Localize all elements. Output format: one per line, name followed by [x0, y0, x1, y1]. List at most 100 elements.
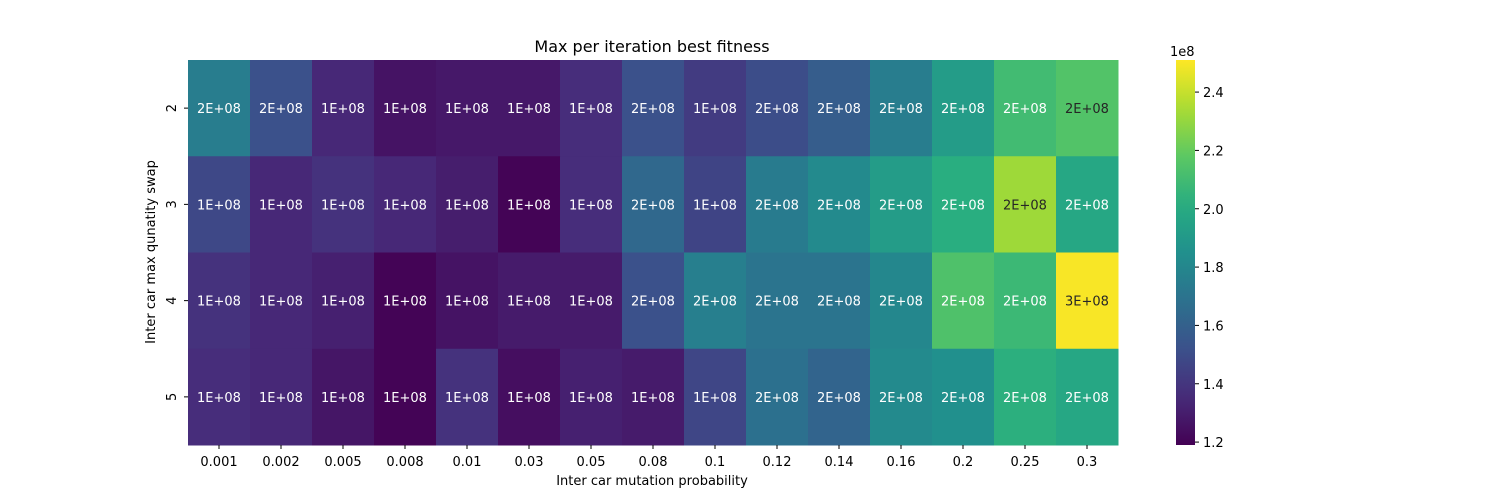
chart-title: Max per iteration best fitness: [534, 37, 769, 56]
x-tick-label: 0.03: [515, 455, 544, 470]
cell-annotation: 2E+08: [941, 295, 985, 310]
heatmap-cell: [684, 348, 747, 446]
heatmap-cell: [560, 348, 623, 446]
cell-annotation: 2E+08: [817, 295, 861, 310]
cell-annotation: 2E+08: [1065, 391, 1109, 406]
cell-annotation: 1E+08: [693, 198, 737, 213]
heatmap-cell: [622, 348, 685, 446]
heatmap-cell: [932, 252, 995, 350]
heatmap-cell: [870, 348, 933, 446]
cell-annotation: 2E+08: [879, 295, 923, 310]
heatmap-cell: [994, 156, 1057, 253]
heatmap-cells: 2E+08 2E+08 1E+08 1E+08 1E+08 1E+08 1E+08 2E+08…: [188, 60, 1119, 446]
colorbar-tick-label: 1.8: [1203, 261, 1224, 276]
cell-annotation: 1E+08: [383, 198, 427, 213]
cell-annotation: 1E+08: [507, 295, 551, 310]
cell-annotation: 1E+08: [693, 391, 737, 406]
heatmap-cell: [312, 60, 375, 157]
heatmap-cell: [250, 252, 313, 350]
heatmap-cell: [250, 156, 313, 253]
cell-annotation: 2E+08: [1065, 102, 1109, 117]
cell-annotation: 1E+08: [507, 198, 551, 213]
heatmap-cell: [808, 348, 871, 446]
cell-annotation: 1E+08: [383, 102, 427, 117]
heatmap-cell: [622, 60, 685, 157]
x-tick-label: 0.12: [763, 455, 792, 470]
cell-annotation: 2E+08: [1003, 391, 1047, 406]
heatmap-cell: [436, 156, 499, 253]
y-tick-label: 2: [165, 104, 180, 112]
heatmap-cell: [560, 252, 623, 350]
cell-annotation: 2E+08: [1003, 198, 1047, 213]
colorbar-tick-label: 1.4: [1203, 378, 1224, 393]
heatmap-cell: [1056, 60, 1119, 157]
cell-annotation: 1E+08: [569, 102, 613, 117]
heatmap-cell: [870, 156, 933, 253]
heatmap-cell: [808, 252, 871, 350]
cell-annotation: 2E+08: [879, 102, 923, 117]
cell-annotation: 2E+08: [631, 295, 675, 310]
heatmap-cell: [250, 348, 313, 446]
cell-annotation: 2E+08: [755, 198, 799, 213]
cell-annotation: 1E+08: [445, 102, 489, 117]
cell-annotation: 1E+08: [569, 198, 613, 213]
cell-annotation: 1E+08: [321, 391, 365, 406]
heatmap-cell: [1056, 156, 1119, 253]
heatmap-cell: [312, 348, 375, 446]
heatmap-cell: [746, 156, 809, 253]
y-tick-label: 4: [165, 296, 180, 304]
y-tick-label: 3: [165, 200, 180, 208]
heatmap-cell: [684, 156, 747, 253]
heatmap-cell: [932, 156, 995, 253]
x-axis-label: Inter car mutation probability: [556, 474, 748, 489]
heatmap-cell: [1056, 252, 1119, 350]
heatmap-cell: [188, 156, 251, 253]
cell-annotation: 1E+08: [631, 391, 675, 406]
cell-annotation: 2E+08: [631, 102, 675, 117]
x-tick-label: 0.005: [324, 455, 361, 470]
heatmap-cell: [870, 252, 933, 350]
cell-annotation: 2E+08: [1003, 102, 1047, 117]
heatmap-cell: [746, 348, 809, 446]
heatmap-cell: [622, 252, 685, 350]
cell-annotation: 1E+08: [259, 295, 303, 310]
x-tick-label: 0.1: [705, 455, 726, 470]
cell-annotation: 1E+08: [507, 102, 551, 117]
x-tick-label: 0.25: [1011, 455, 1040, 470]
heatmap-cell: [436, 348, 499, 446]
heatmap-cell: [684, 60, 747, 157]
colorbar-tick-label: 1.6: [1203, 319, 1224, 334]
heatmap-cell: [808, 60, 871, 157]
heatmap-cell: [374, 252, 437, 350]
heatmap-cell: [498, 156, 561, 253]
heatmap-cell: [188, 252, 251, 350]
cell-annotation: 1E+08: [507, 391, 551, 406]
heatmap-cell: [622, 156, 685, 253]
colorbar-tick-label: 2.0: [1203, 203, 1224, 218]
heatmap-cell: [932, 348, 995, 446]
colorbar-exponent-label: 1e8: [1170, 45, 1195, 60]
cell-annotation: 2E+08: [879, 198, 923, 213]
heatmap-cell: [498, 348, 561, 446]
x-tick-label: 0.008: [386, 455, 423, 470]
heatmap-cell: [188, 60, 251, 157]
y-axis-label: Inter car max qunatity swap: [144, 160, 159, 344]
heatmap-cell: [250, 60, 313, 157]
heatmap-cell: [374, 60, 437, 157]
cell-annotation: 2E+08: [259, 102, 303, 117]
cell-annotation: 2E+08: [1065, 198, 1109, 213]
x-tick-label: 0.05: [577, 455, 606, 470]
cell-annotation: 2E+08: [941, 198, 985, 213]
heatmap-cell: [312, 156, 375, 253]
heatmap-cell: [746, 252, 809, 350]
cell-annotation: 2E+08: [817, 198, 861, 213]
colorbar-tick-label: 2.2: [1203, 144, 1224, 159]
heatmap-cell: [1056, 348, 1119, 446]
heatmap-cell: [560, 60, 623, 157]
cell-annotation: 1E+08: [321, 295, 365, 310]
cell-annotation: 1E+08: [197, 295, 241, 310]
cell-annotation: 2E+08: [693, 295, 737, 310]
cell-annotation: 1E+08: [445, 198, 489, 213]
heatmap-cell: [560, 156, 623, 253]
